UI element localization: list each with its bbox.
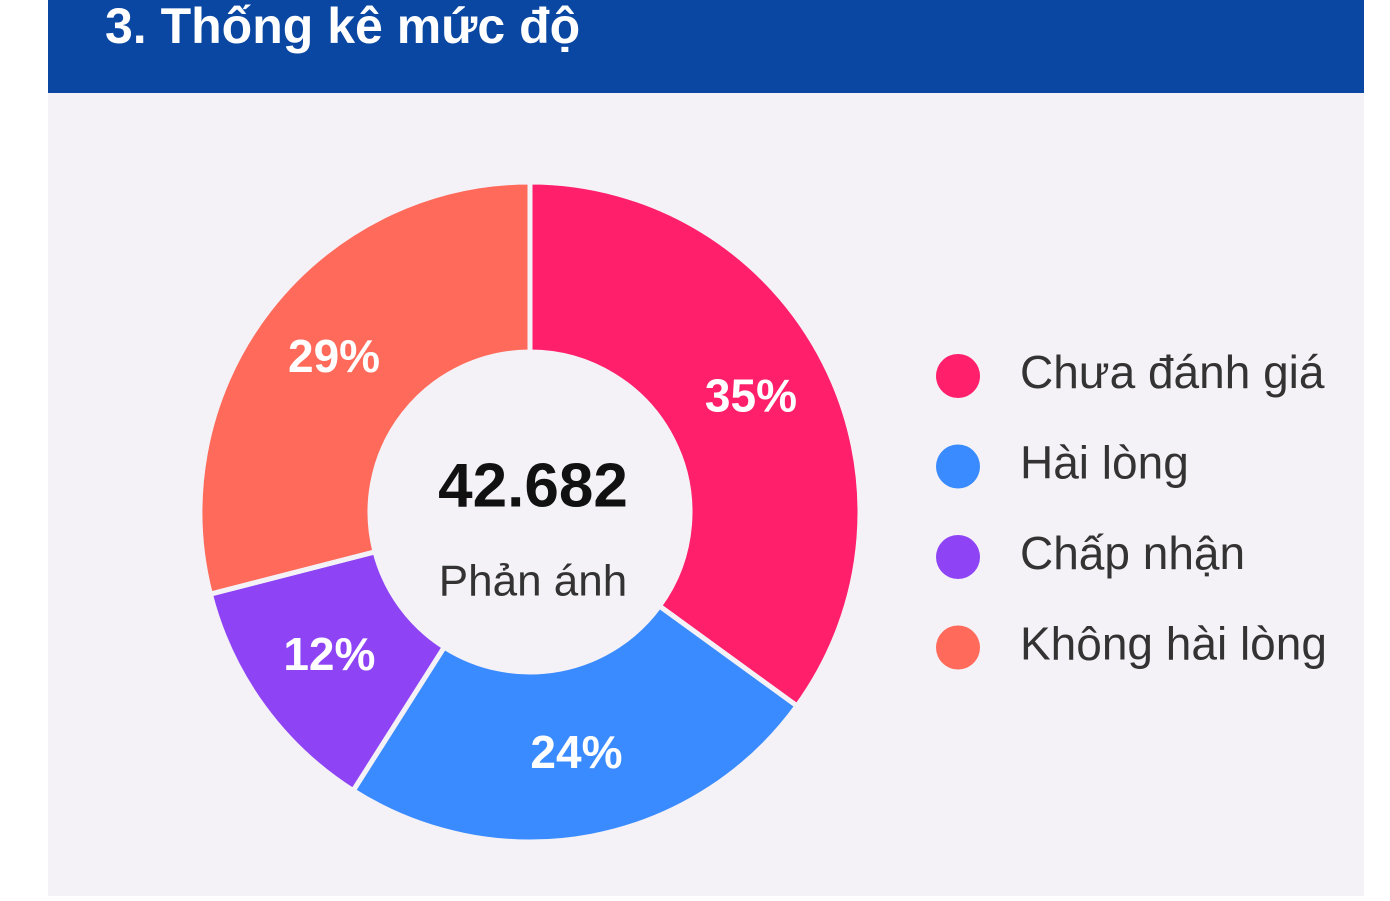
legend-marker: [936, 625, 980, 670]
value-label: 12%: [283, 628, 375, 680]
chart-title: 3. Thống kê mức độ: [105, 0, 580, 54]
slice: [349, 602, 801, 845]
header: [48, 0, 1364, 93]
legend-label: Chấp nhận: [1020, 527, 1245, 579]
legend-label: Hài lòng: [1020, 437, 1189, 489]
value-label: 35%: [705, 370, 797, 422]
center-value: 42.682: [438, 451, 628, 520]
slice: [197, 179, 533, 598]
value-label: 29%: [288, 330, 380, 382]
slice: [207, 548, 448, 795]
donut: [197, 179, 863, 845]
legend-label: Không hài lòng: [1020, 618, 1327, 670]
slice: [527, 179, 863, 710]
legend-marker: [936, 444, 980, 489]
value-label: 24%: [530, 726, 622, 778]
center-label: Phản ánh: [439, 557, 627, 606]
legend-label: Chưa đánh giá: [1020, 346, 1325, 398]
legend-marker: [936, 354, 980, 398]
legend-marker: [936, 535, 980, 579]
